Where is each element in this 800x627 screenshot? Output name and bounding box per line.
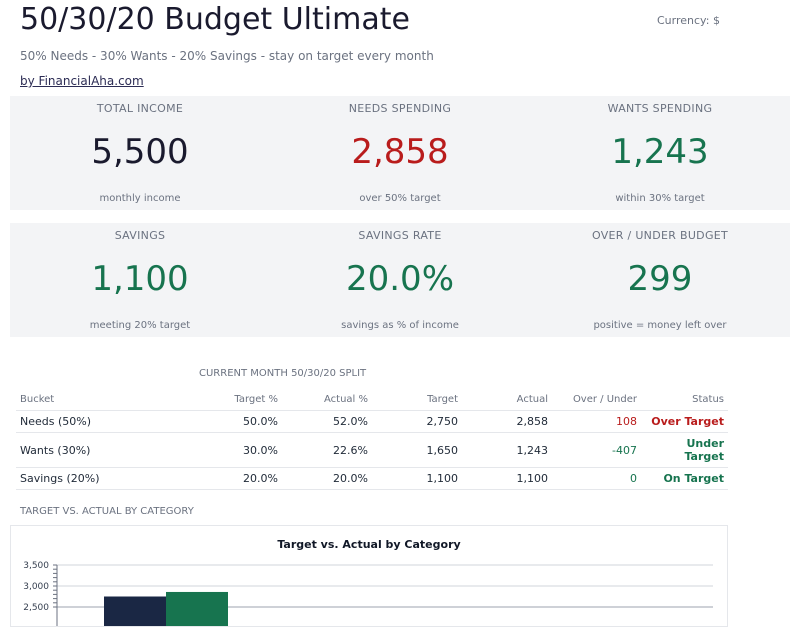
kpi-label: WANTS SPENDING — [607, 102, 713, 115]
cell-actual-pct: 20.0% — [282, 467, 372, 490]
cell-status: On Target — [641, 467, 728, 490]
kpi-value: 1,243 — [611, 132, 709, 172]
page-title: 50/30/20 Budget Ultimate — [20, 2, 410, 37]
column-header-status: Status — [692, 393, 724, 405]
split-table-caption: CURRENT MONTH 50/30/20 SPLIT — [199, 368, 367, 379]
table-row: Savings (20%) 20.0% 20.0% 1,100 1,100 0 … — [16, 467, 728, 490]
currency-label: Currency: $ — [657, 14, 720, 27]
cell-bucket: Wants (30%) — [16, 432, 146, 468]
chart-svg: Target vs. Actual by Category 3,500 3,000 2… — [23, 538, 713, 626]
kpi-value: 2,858 — [351, 132, 449, 172]
split-table-header-row: Bucket Target % Actual % Target Actual O… — [16, 388, 728, 411]
table-row: Wants (30%) 30.0% 22.6% 1,650 1,243 -407… — [16, 432, 728, 468]
kpi-card-total-income: TOTAL INCOME 5,500 monthly income — [10, 96, 270, 210]
kpi-note: over 50% target — [359, 193, 441, 204]
column-header-target-pct: Target % — [234, 393, 278, 405]
y-tick-label: 3,500 — [23, 561, 49, 571]
cell-target-pct: 20.0% — [146, 467, 282, 490]
cell-over-under: -407 — [552, 432, 641, 468]
column-header-actual-pct: Actual % — [323, 393, 368, 405]
cell-target: 1,650 — [372, 432, 462, 468]
kpi-card-wants-spending: WANTS SPENDING 1,243 within 30% target — [530, 96, 790, 210]
cell-actual: 2,858 — [462, 410, 552, 433]
y-tick-label: 2,500 — [23, 603, 49, 613]
target-vs-actual-chart: Target vs. Actual by Category 3,500 3,000 2… — [10, 525, 728, 627]
kpi-card-savings-rate: SAVINGS RATE 20.0% savings as % of incom… — [270, 223, 530, 337]
cell-actual: 1,243 — [462, 432, 552, 468]
page-subtitle: 50% Needs - 30% Wants - 20% Savings - st… — [20, 49, 434, 63]
kpi-label: OVER / UNDER BUDGET — [591, 229, 729, 242]
cell-status: Over Target — [641, 410, 728, 433]
cell-over-under: 0 — [552, 467, 641, 490]
column-header-bucket: Bucket — [20, 393, 55, 405]
split-table: Bucket Target % Actual % Target Actual O… — [16, 388, 728, 490]
column-header-actual: Actual — [516, 393, 548, 405]
cell-actual: 1,100 — [462, 467, 552, 490]
chart-section-caption: TARGET VS. ACTUAL BY CATEGORY — [20, 506, 194, 517]
cell-actual-pct: 22.6% — [282, 432, 372, 468]
kpi-value: 1,100 — [91, 259, 189, 299]
y-tick-label: 3,000 — [23, 582, 49, 592]
cell-status: Under Target — [641, 432, 728, 468]
kpi-row-1: TOTAL INCOME 5,500 monthly income NEEDS … — [10, 96, 790, 210]
kpi-note: within 30% target — [615, 193, 705, 204]
cell-target: 1,100 — [372, 467, 462, 490]
kpi-label: NEEDS SPENDING — [348, 102, 452, 115]
cell-bucket: Savings (20%) — [16, 467, 146, 490]
kpi-label: TOTAL INCOME — [96, 102, 184, 115]
kpi-row-2: SAVINGS 1,100 meeting 20% target SAVINGS… — [10, 223, 790, 337]
chart-bar — [104, 596, 166, 626]
cell-target-pct: 50.0% — [146, 410, 282, 433]
kpi-value: 20.0% — [345, 259, 454, 299]
cell-bucket: Needs (50%) — [16, 410, 146, 433]
kpi-note: monthly income — [99, 193, 181, 204]
kpi-note: meeting 20% target — [89, 320, 191, 331]
kpi-card-needs-spending: NEEDS SPENDING 2,858 over 50% target — [270, 96, 530, 210]
cell-target-pct: 30.0% — [146, 432, 282, 468]
kpi-label: SAVINGS RATE — [358, 229, 442, 242]
kpi-card-over-under-budget: OVER / UNDER BUDGET 299 positive = money… — [530, 223, 790, 337]
cell-actual-pct: 52.0% — [282, 410, 372, 433]
column-header-target: Target — [427, 393, 458, 405]
chart-title: Target vs. Actual by Category — [277, 538, 460, 551]
byline-link[interactable]: by FinancialAha.com — [20, 74, 144, 88]
kpi-card-savings: SAVINGS 1,100 meeting 20% target — [10, 223, 270, 337]
column-header-over-under: Over / Under — [572, 393, 637, 405]
kpi-value: 5,500 — [91, 132, 189, 172]
cell-target: 2,750 — [372, 410, 462, 433]
kpi-note: savings as % of income — [341, 320, 459, 331]
table-row: Needs (50%) 50.0% 52.0% 2,750 2,858 108 … — [16, 410, 728, 433]
cell-over-under: 108 — [552, 410, 641, 433]
kpi-label: SAVINGS — [114, 229, 166, 242]
kpi-note: positive = money left over — [593, 320, 727, 331]
chart-bar — [166, 591, 228, 626]
kpi-value: 299 — [627, 259, 693, 299]
